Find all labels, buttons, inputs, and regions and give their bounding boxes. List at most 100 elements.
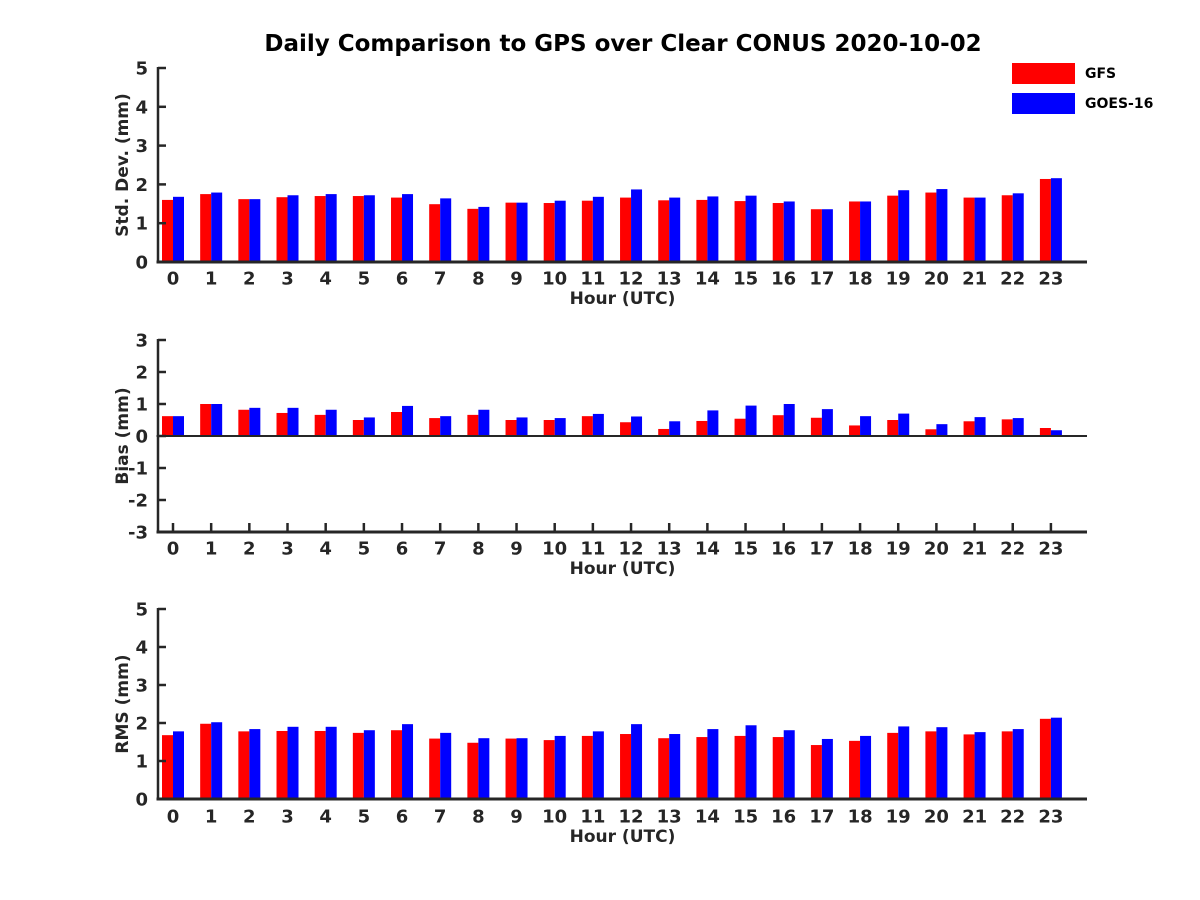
bar-gfs-h10 bbox=[543, 203, 555, 262]
bar-goes16-h12 bbox=[631, 189, 643, 262]
bar-gfs-h14 bbox=[696, 737, 708, 799]
bar-gfs-h14 bbox=[696, 420, 708, 436]
y-tick-label: -1 bbox=[128, 459, 148, 480]
bar-gfs-h4 bbox=[314, 730, 326, 799]
bar-gfs-h1 bbox=[200, 404, 212, 436]
x-tick-label: 6 bbox=[396, 539, 409, 560]
x-tick-label: 22 bbox=[1000, 539, 1025, 560]
y-tick-label: 4 bbox=[135, 638, 148, 659]
bar-gfs-h14 bbox=[696, 199, 708, 262]
bar-gfs-h18 bbox=[849, 201, 861, 262]
bar-goes16-h4 bbox=[325, 409, 337, 436]
bar-gfs-h13 bbox=[658, 428, 670, 436]
x-tick-label: 14 bbox=[695, 807, 720, 828]
x-tick-label: 21 bbox=[962, 269, 987, 290]
bar-goes16-h11 bbox=[592, 731, 604, 799]
x-tick-label: 6 bbox=[396, 807, 409, 828]
x-tick-label: 1 bbox=[205, 539, 218, 560]
bar-gfs-h7 bbox=[429, 204, 441, 262]
x-tick-label: 13 bbox=[657, 807, 682, 828]
bar-goes16-h13 bbox=[669, 197, 681, 262]
bar-gfs-h12 bbox=[620, 197, 632, 262]
x-tick-label: 18 bbox=[848, 269, 873, 290]
y-tick-label: 1 bbox=[135, 395, 148, 416]
bar-goes16-h19 bbox=[898, 413, 910, 436]
bar-gfs-h5 bbox=[352, 196, 364, 262]
x-tick-label: 13 bbox=[657, 539, 682, 560]
bar-goes16-h7 bbox=[440, 732, 452, 799]
x-tick-label: 11 bbox=[580, 807, 605, 828]
x-tick-label: 8 bbox=[472, 807, 485, 828]
bar-gfs-h21 bbox=[963, 421, 975, 436]
bar-gfs-h2 bbox=[238, 409, 250, 436]
x-tick-label: 15 bbox=[733, 539, 758, 560]
bar-gfs-h20 bbox=[925, 731, 937, 799]
bar-gfs-h6 bbox=[391, 730, 403, 799]
y-tick-label: 0 bbox=[135, 427, 148, 448]
y-tick-label: 5 bbox=[135, 59, 148, 80]
x-tick-label: 1 bbox=[205, 269, 218, 290]
bar-gfs-h17 bbox=[810, 209, 822, 262]
bar-goes16-h22 bbox=[1012, 729, 1024, 799]
bar-goes16-h16 bbox=[783, 404, 795, 436]
bar-goes16-h2 bbox=[249, 199, 261, 262]
bar-gfs-h6 bbox=[391, 412, 403, 436]
x-tick-label: 21 bbox=[962, 539, 987, 560]
bar-goes16-h9 bbox=[516, 202, 528, 262]
x-tick-label: 9 bbox=[510, 539, 523, 560]
x-tick-label: 11 bbox=[580, 269, 605, 290]
bar-gfs-h22 bbox=[1001, 731, 1013, 799]
y-tick-label: 5 bbox=[135, 600, 148, 621]
x-tick-label: 0 bbox=[167, 539, 180, 560]
bar-goes16-h23 bbox=[1050, 717, 1062, 799]
y-tick-label: 2 bbox=[135, 714, 148, 735]
bar-goes16-h20 bbox=[936, 424, 948, 436]
bar-gfs-h0 bbox=[162, 735, 173, 799]
bar-gfs-h17 bbox=[810, 745, 822, 799]
bar-gfs-h11 bbox=[581, 735, 593, 799]
bar-gfs-h5 bbox=[352, 732, 364, 799]
x-tick-label: 20 bbox=[924, 807, 949, 828]
bar-goes16-h17 bbox=[821, 409, 833, 436]
bar-gfs-h12 bbox=[620, 734, 632, 799]
goes16-swatch-icon bbox=[1012, 93, 1075, 114]
bar-goes16-h5 bbox=[363, 730, 375, 799]
legend: GFS GOES-16 bbox=[1012, 63, 1153, 123]
x-tick-label: 22 bbox=[1000, 269, 1025, 290]
x-tick-label: 9 bbox=[510, 807, 523, 828]
bar-goes16-h11 bbox=[592, 413, 604, 436]
bar-gfs-h9 bbox=[505, 738, 517, 799]
bar-goes16-h14 bbox=[707, 410, 719, 436]
bar-gfs-h13 bbox=[658, 738, 670, 799]
y-tick-label: 3 bbox=[135, 331, 148, 352]
x-tick-label: 23 bbox=[1038, 539, 1063, 560]
bar-gfs-h8 bbox=[467, 414, 479, 436]
x-tick-label: 21 bbox=[962, 807, 987, 828]
bar-goes16-h15 bbox=[745, 725, 757, 799]
x-tick-label: 4 bbox=[319, 807, 332, 828]
bar-goes16-h22 bbox=[1012, 418, 1024, 436]
bar-goes16-h7 bbox=[440, 416, 452, 436]
bar-gfs-h19 bbox=[887, 732, 899, 799]
legend-label-gfs: GFS bbox=[1085, 65, 1117, 82]
bar-goes16-h17 bbox=[821, 209, 833, 262]
bar-gfs-h0 bbox=[162, 199, 173, 262]
y-tick-label: 1 bbox=[135, 214, 148, 235]
bar-gfs-h6 bbox=[391, 197, 403, 262]
bar-goes16-h0 bbox=[173, 196, 184, 262]
bar-goes16-h3 bbox=[287, 407, 299, 436]
bar-goes16-h6 bbox=[402, 194, 414, 262]
x-tick-label: 3 bbox=[281, 539, 294, 560]
bar-gfs-h7 bbox=[429, 738, 441, 799]
bar-gfs-h16 bbox=[772, 737, 784, 799]
bar-gfs-h10 bbox=[543, 420, 555, 436]
bar-goes16-h21 bbox=[974, 197, 986, 262]
x-tick-label: 11 bbox=[580, 539, 605, 560]
bar-gfs-h1 bbox=[200, 723, 212, 799]
bar-gfs-h16 bbox=[772, 203, 784, 262]
bar-gfs-h7 bbox=[429, 418, 441, 436]
bar-goes16-h10 bbox=[554, 200, 566, 262]
bar-gfs-h12 bbox=[620, 422, 632, 436]
x-tick-label: 0 bbox=[167, 269, 180, 290]
x-tick-label: 3 bbox=[281, 269, 294, 290]
